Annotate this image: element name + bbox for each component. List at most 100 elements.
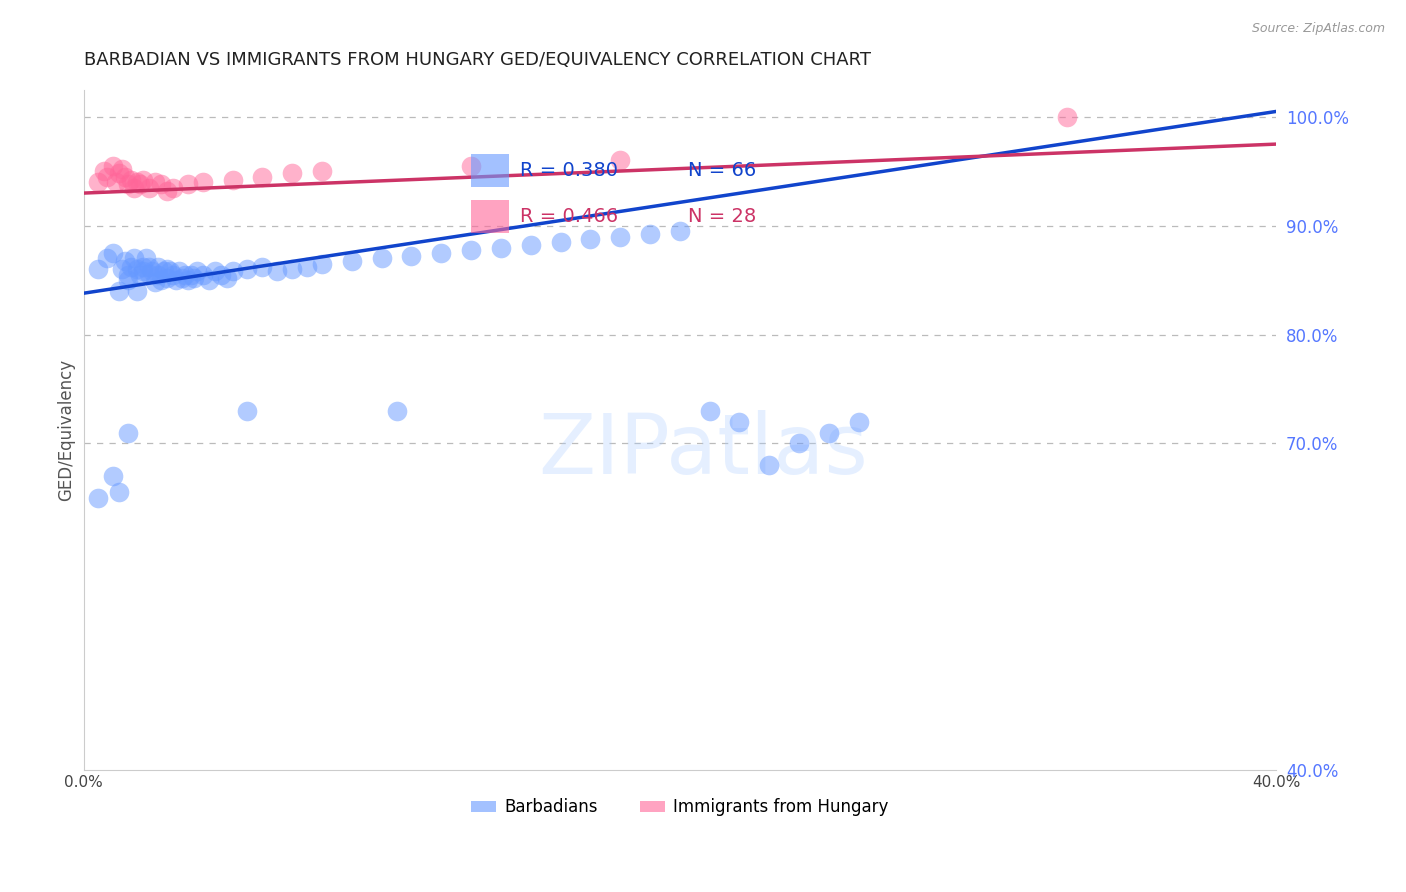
- Point: [209, 268, 232, 282]
- Point: [191, 175, 214, 189]
- Point: [111, 162, 134, 177]
- Point: [159, 264, 181, 278]
- Point: [146, 268, 169, 282]
- Point: [519, 238, 541, 252]
- Point: [173, 268, 195, 282]
- Point: [340, 253, 363, 268]
- Point: [177, 178, 200, 192]
- Point: [120, 260, 142, 274]
- Point: [489, 240, 512, 254]
- Point: [221, 173, 243, 187]
- Point: [143, 276, 166, 290]
- Point: [252, 260, 274, 274]
- Point: [638, 227, 661, 242]
- Point: [132, 260, 155, 274]
- Point: [96, 169, 118, 184]
- Point: [848, 415, 870, 429]
- Point: [401, 249, 423, 263]
- Point: [204, 264, 226, 278]
- Point: [180, 268, 202, 282]
- Legend: Barbadians, Immigrants from Hungary: Barbadians, Immigrants from Hungary: [464, 791, 896, 823]
- Point: [281, 167, 304, 181]
- Point: [129, 178, 152, 192]
- Point: [197, 273, 219, 287]
- Point: [221, 264, 243, 278]
- Point: [170, 271, 193, 285]
- Y-axis label: GED/Equivalency: GED/Equivalency: [58, 359, 75, 501]
- Point: [191, 268, 214, 282]
- Point: [1056, 110, 1078, 124]
- Point: [579, 232, 602, 246]
- Point: [108, 284, 131, 298]
- Point: [135, 252, 157, 266]
- Point: [177, 273, 200, 287]
- Point: [370, 252, 392, 266]
- Point: [117, 268, 139, 282]
- Point: [609, 229, 631, 244]
- Point: [114, 253, 136, 268]
- Point: [156, 262, 179, 277]
- Point: [295, 260, 318, 274]
- Point: [818, 425, 841, 440]
- Point: [122, 180, 145, 194]
- Point: [132, 173, 155, 187]
- Point: [114, 169, 136, 184]
- Point: [129, 268, 152, 282]
- Point: [103, 246, 125, 260]
- Text: Source: ZipAtlas.com: Source: ZipAtlas.com: [1251, 22, 1385, 36]
- Point: [111, 262, 134, 277]
- Point: [127, 175, 149, 189]
- Point: [153, 264, 176, 278]
- Point: [120, 173, 142, 187]
- Point: [143, 175, 166, 189]
- Point: [236, 404, 259, 418]
- Point: [311, 257, 333, 271]
- Point: [165, 273, 187, 287]
- Point: [430, 246, 453, 260]
- Point: [162, 268, 184, 282]
- Point: [236, 262, 259, 277]
- Point: [385, 404, 408, 418]
- Point: [156, 184, 179, 198]
- Point: [138, 267, 160, 281]
- Point: [87, 262, 110, 277]
- Point: [460, 243, 482, 257]
- Point: [699, 404, 721, 418]
- Point: [87, 175, 110, 189]
- Point: [103, 159, 125, 173]
- Point: [156, 271, 179, 285]
- Point: [108, 167, 131, 181]
- Point: [167, 264, 190, 278]
- Point: [281, 262, 304, 277]
- Point: [215, 271, 238, 285]
- Point: [787, 436, 810, 450]
- Point: [132, 264, 155, 278]
- Point: [669, 224, 692, 238]
- Point: [93, 164, 115, 178]
- Point: [550, 235, 572, 249]
- Point: [138, 180, 160, 194]
- Point: [127, 262, 149, 277]
- Point: [183, 271, 205, 285]
- Point: [141, 264, 163, 278]
- Point: [117, 273, 139, 287]
- Point: [138, 260, 160, 274]
- Point: [117, 425, 139, 440]
- Point: [252, 169, 274, 184]
- Point: [728, 415, 751, 429]
- Text: BARBADIAN VS IMMIGRANTS FROM HUNGARY GED/EQUIVALENCY CORRELATION CHART: BARBADIAN VS IMMIGRANTS FROM HUNGARY GED…: [83, 51, 870, 69]
- Point: [127, 284, 149, 298]
- Point: [117, 178, 139, 192]
- Text: ZIPatlas: ZIPatlas: [538, 409, 869, 491]
- Point: [146, 260, 169, 274]
- Point: [150, 178, 173, 192]
- Point: [266, 264, 288, 278]
- Point: [460, 159, 482, 173]
- Point: [122, 252, 145, 266]
- Point: [108, 485, 131, 500]
- Point: [150, 273, 173, 287]
- Point: [103, 469, 125, 483]
- Point: [162, 180, 184, 194]
- Point: [96, 252, 118, 266]
- Point: [609, 153, 631, 168]
